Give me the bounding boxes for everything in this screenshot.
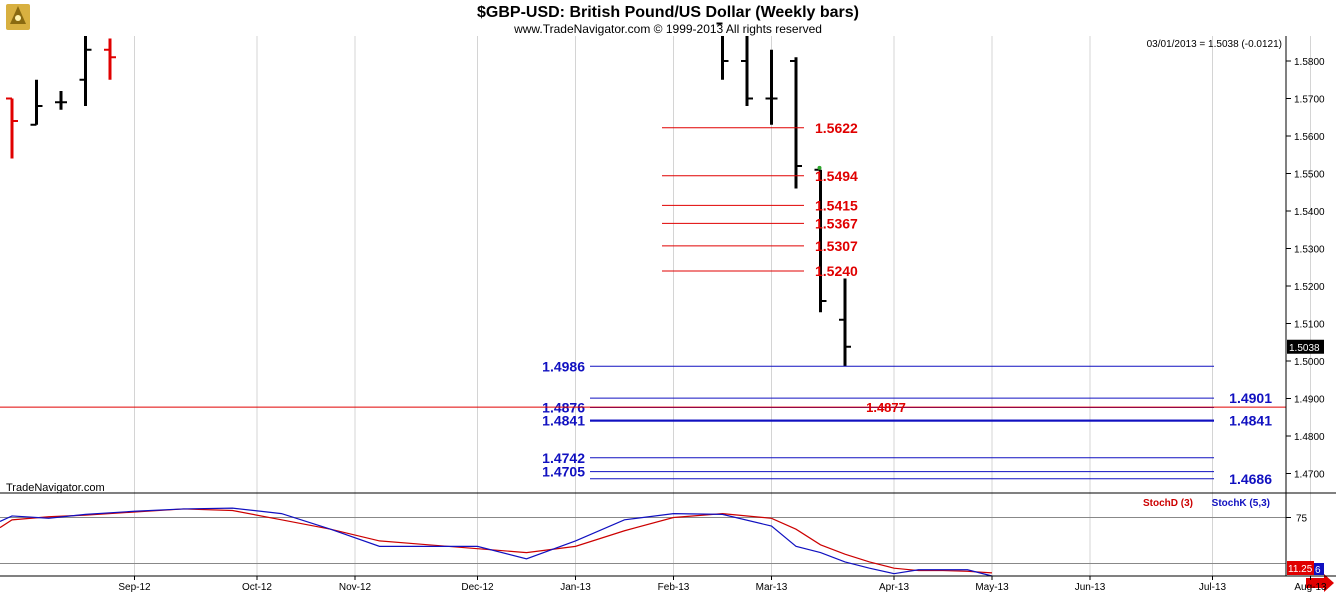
y-tick-label: 1.4900 xyxy=(1294,395,1325,406)
level-label: 1.4841 xyxy=(542,413,585,429)
ohlc-bar xyxy=(790,57,802,189)
stoch-value-label: 11.25 xyxy=(1288,564,1313,575)
watermark-text: TradeNavigator.com xyxy=(6,482,105,494)
price-panel-bg xyxy=(0,36,1286,492)
level-label: 1.4686 xyxy=(1229,471,1272,487)
tradenavigator-logo-icon xyxy=(6,4,30,30)
y-tick-label: 1.5600 xyxy=(1294,132,1325,143)
last-price-label: 1.5038 xyxy=(1289,343,1320,354)
chart-title: $GBP-USD: British Pound/US Dollar (Weekl… xyxy=(477,4,859,21)
x-tick-label: Feb-13 xyxy=(658,582,690,593)
y-tick-label: 1.5200 xyxy=(1294,282,1325,293)
level-label: 1.5240 xyxy=(815,263,858,279)
ohlc-bar xyxy=(839,278,851,367)
price-axis: 1.5800 1.5700 1.5600 1.5500 1.5400 1.5300 1.52… xyxy=(1286,57,1325,481)
y-tick-label: 1.5400 xyxy=(1294,207,1325,218)
stoch-series-line xyxy=(0,507,993,577)
stoch-value-box xyxy=(1287,561,1314,575)
x-tick-label: Apr-13 xyxy=(879,582,909,593)
level-label: 1.4705 xyxy=(542,464,585,480)
level-label: 1.4901 xyxy=(1229,390,1272,406)
ohlc-bar xyxy=(716,22,729,80)
last-bar-info: 03/01/2013 = 1.5038 (-0.0121) xyxy=(1147,39,1282,50)
horizontal-line-label: 1.4877 xyxy=(866,400,906,415)
x-tick-label: Nov-12 xyxy=(339,582,372,593)
level-label: 1.5307 xyxy=(815,238,858,254)
legend-stochd: StochD (3) xyxy=(1143,498,1193,509)
x-tick-label: Jul-13 xyxy=(1199,582,1227,593)
stoch-k-value-label: 6 xyxy=(1315,565,1321,576)
last-price-box xyxy=(1287,339,1324,354)
ohlc-bar xyxy=(79,36,92,106)
level-label: 1.4742 xyxy=(542,450,585,466)
y-tick-label: 1.4700 xyxy=(1294,470,1325,481)
y-tick-label: 1.4800 xyxy=(1294,432,1325,443)
ohlc-bars xyxy=(6,22,851,367)
y-tick-label: 1.5100 xyxy=(1294,320,1325,331)
x-tick-label: Mar-13 xyxy=(756,582,788,593)
level-label: 1.5622 xyxy=(815,120,858,136)
copyright-text: www.TradeNavigator.com © 1999-2013 All r… xyxy=(513,22,822,36)
scroll-right-arrow-icon xyxy=(1306,574,1334,592)
level-label: 1.4841 xyxy=(1229,413,1272,429)
vertical-grid xyxy=(134,36,1311,576)
stoch-y-label: 75 xyxy=(1296,514,1308,525)
price-levels: 1.5622 1.5494 1.5415 1.5367 1.5307 1.5240 1.49… xyxy=(0,120,1286,487)
level-label: 1.5415 xyxy=(815,197,858,213)
ohlc-bar xyxy=(765,49,778,125)
stochastic-panel: 75 11.25 6 xyxy=(0,507,1334,592)
signal-dot xyxy=(817,165,822,170)
level-label: 1.5367 xyxy=(815,215,858,231)
y-tick-label: 1.5800 xyxy=(1294,57,1325,68)
x-tick-label: Dec-12 xyxy=(461,582,494,593)
x-tick-label: Aug-13 xyxy=(1294,582,1327,593)
ohlc-bar xyxy=(6,97,18,159)
legend-stochk: StochK (5,3) xyxy=(1212,498,1270,509)
ohlc-bar xyxy=(741,36,753,106)
level-label: 1.4986 xyxy=(542,358,585,374)
x-tick-label: Jan-13 xyxy=(560,582,591,593)
x-tick-label: May-13 xyxy=(975,582,1009,593)
x-tick-label: Sep-12 xyxy=(118,582,151,593)
level-label: 1.5494 xyxy=(815,168,858,184)
stoch-k-value-box xyxy=(1314,563,1324,575)
y-tick-label: 1.5700 xyxy=(1294,95,1325,106)
y-tick-label: 1.5500 xyxy=(1294,170,1325,181)
time-axis: Sep-12 Oct-12 Nov-12 Dec-12 Jan-13 Feb-13 Mar-… xyxy=(118,576,1327,593)
ohlc-bar xyxy=(55,91,67,110)
x-tick-label: Jun-13 xyxy=(1075,582,1106,593)
y-tick-label: 1.5000 xyxy=(1294,357,1325,368)
y-tick-label: 1.5300 xyxy=(1294,245,1325,256)
ohlc-bar xyxy=(104,38,116,80)
ohlc-bar xyxy=(30,79,43,126)
x-tick-label: Oct-12 xyxy=(242,582,272,593)
